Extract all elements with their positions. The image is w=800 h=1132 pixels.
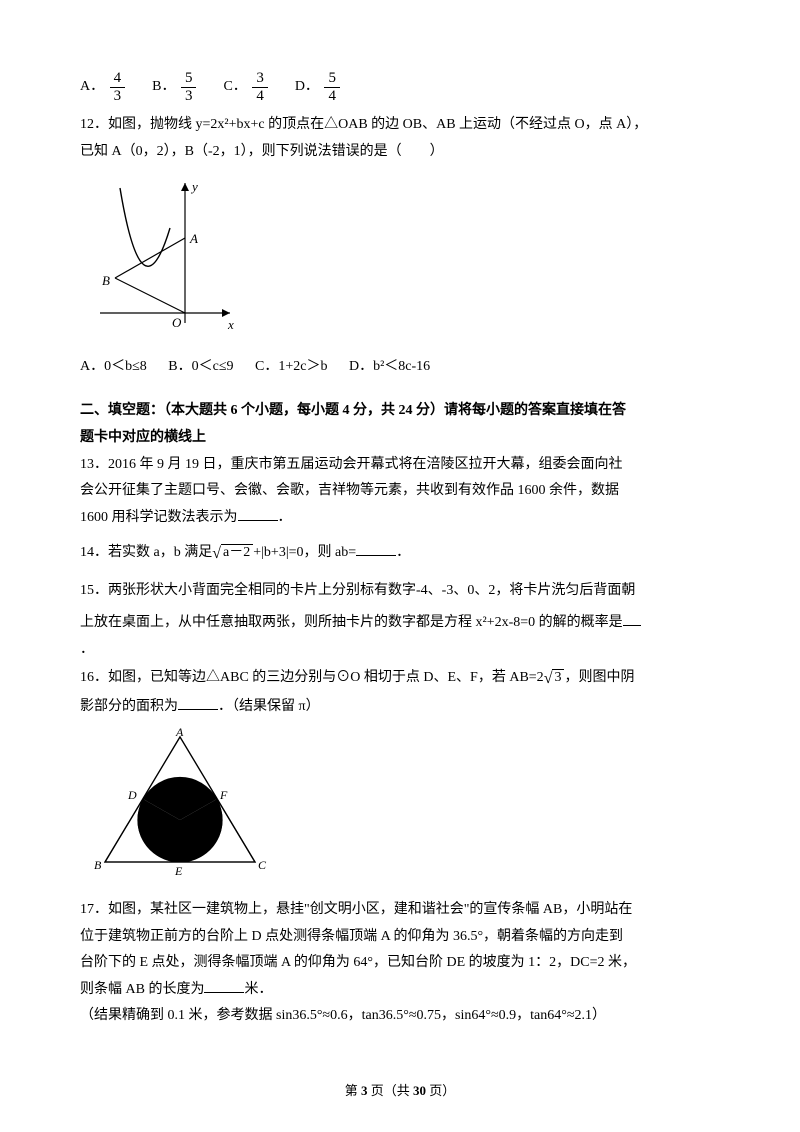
q17-4a: 则条幅 AB 的长度为 <box>80 982 204 997</box>
footer-c: 页） <box>426 1083 455 1098</box>
q13-blank <box>238 507 278 521</box>
q17-line4: 则条幅 AB 的长度为 米． <box>80 977 720 1004</box>
footer-b: 页（共 <box>367 1083 413 1098</box>
q16-line1: 16．如图，已知等边△ABC 的三边分别与⊙O 相切于点 D、E、F，若 AB=… <box>80 664 720 694</box>
q14-blank <box>356 542 396 556</box>
q16-diagram: A B C D F E <box>90 727 720 888</box>
footer-total: 30 <box>413 1083 426 1098</box>
svg-text:A: A <box>189 231 198 246</box>
q16-a: 16．如图，已知等边△ABC 的三边分别与⊙O 相切于点 D、E、F，若 AB=… <box>80 670 544 685</box>
svg-text:O: O <box>172 315 182 330</box>
svg-text:x: x <box>227 317 234 332</box>
q12-optA: A．0＜b≤8 <box>80 359 147 374</box>
q15-blank <box>623 612 641 626</box>
q14: 14．若实数 a，b 满足√a－2+|b+3|=0，则 ab= ． <box>80 539 720 569</box>
q17-blank <box>204 979 244 993</box>
q11-c-label: C． <box>223 79 246 94</box>
q12-optB: B．0＜c≤9 <box>168 359 233 374</box>
q17-4b: 米． <box>244 982 272 997</box>
q13-line3a: 1600 用科学记数法表示为 <box>80 510 238 525</box>
q17-line1: 17．如图，某社区一建筑物上，悬挂"创文明小区，建和谐社会"的宣传条幅 AB，小… <box>80 897 720 924</box>
q17-line5: （结果精确到 0.1 米，参考数据 sin36.5°≈0.6，tan36.5°≈… <box>80 1003 720 1030</box>
svg-text:F: F <box>219 788 228 802</box>
q16-2a: 影部分的面积为 <box>80 699 178 714</box>
q11-b-frac: 53 <box>181 70 197 104</box>
q16-2b: ．（结果保留 π） <box>218 699 320 714</box>
footer-a: 第 <box>345 1083 361 1098</box>
q15-line3: ． <box>80 637 720 664</box>
q11-d-label: D． <box>295 79 319 94</box>
q14-sqrt: a－2 <box>221 544 253 560</box>
q16-sqrt: 3 <box>552 669 564 685</box>
q16-b: ，则图中阴 <box>564 670 634 685</box>
page-footer: 第 3 页（共 30 页） <box>0 1079 800 1104</box>
q13-line3: 1600 用科学记数法表示为 ． <box>80 505 720 532</box>
q12-options: A．0＜b≤8 B．0＜c≤9 C．1+2c＞b D．b²＜8c-16 <box>80 354 720 381</box>
q14-c: ． <box>396 545 410 560</box>
q15-line1: 15．两张形状大小背面完全相同的卡片上分别标有数字-4、-3、0、2，将卡片洗匀… <box>80 578 720 605</box>
q17-line2: 位于建筑物正前方的台阶上 D 点处测得条幅顶端 A 的仰角为 36.5°，朝着条… <box>80 924 720 951</box>
q16-blank <box>178 696 218 710</box>
q12-diagram: x y O A B <box>90 173 720 344</box>
svg-text:D: D <box>127 788 137 802</box>
q11-c-frac: 34 <box>252 70 268 104</box>
svg-text:B: B <box>102 273 110 288</box>
q12-line1: 12．如图，抛物线 y=2x²+bx+c 的顶点在△OAB 的边 OB、AB 上… <box>80 112 720 139</box>
q17-line3: 台阶下的 E 点处，测得条幅顶端 A 的仰角为 64°，已知台阶 DE 的坡度为… <box>80 950 720 977</box>
svg-text:B: B <box>94 858 102 872</box>
q11-options: A． 43 B． 53 C． 34 D． 54 <box>80 70 720 104</box>
q12-line2: 已知 A（0，2），B（-2，1），则下列说法错误的是（ ） <box>80 139 720 166</box>
q15-2a: 上放在桌面上，从中任意抽取两张，则所抽卡片的数字都是方程 x²+2x-8=0 的… <box>80 615 623 630</box>
q11-a-label: A． <box>80 79 104 94</box>
q16-line2: 影部分的面积为 ．（结果保留 π） <box>80 694 720 721</box>
sqrt-icon: √ <box>212 545 221 562</box>
section2-title2: 题卡中对应的横线上 <box>80 425 720 452</box>
q13-line2: 会公开征集了主题口号、会徽、会歌，吉祥物等元素，共收到有效作品 1600 余件，… <box>80 478 720 505</box>
svg-text:y: y <box>190 179 198 194</box>
q12-optD: D．b²＜8c-16 <box>349 359 430 374</box>
svg-text:E: E <box>174 864 183 877</box>
svg-text:C: C <box>258 858 267 872</box>
q15-line2: 上放在桌面上，从中任意抽取两张，则所抽卡片的数字都是方程 x²+2x-8=0 的… <box>80 610 720 637</box>
q11-a-frac: 43 <box>110 70 126 104</box>
q13-line1: 13．2016 年 9 月 19 日，重庆市第五届运动会开幕式将在涪陵区拉开大幕… <box>80 452 720 479</box>
q14-a: 14．若实数 a，b 满足 <box>80 545 212 560</box>
q12-optC: C．1+2c＞b <box>255 359 327 374</box>
q13-line3b: ． <box>278 510 292 525</box>
section2-title1: 二、填空题：（本大题共 6 个小题，每小题 4 分，共 24 分）请将每小题的答… <box>80 398 720 425</box>
q14-b: +|b+3|=0，则 ab= <box>253 545 356 560</box>
q11-b-label: B． <box>152 79 175 94</box>
svg-text:A: A <box>175 727 184 739</box>
q11-d-frac: 54 <box>324 70 340 104</box>
